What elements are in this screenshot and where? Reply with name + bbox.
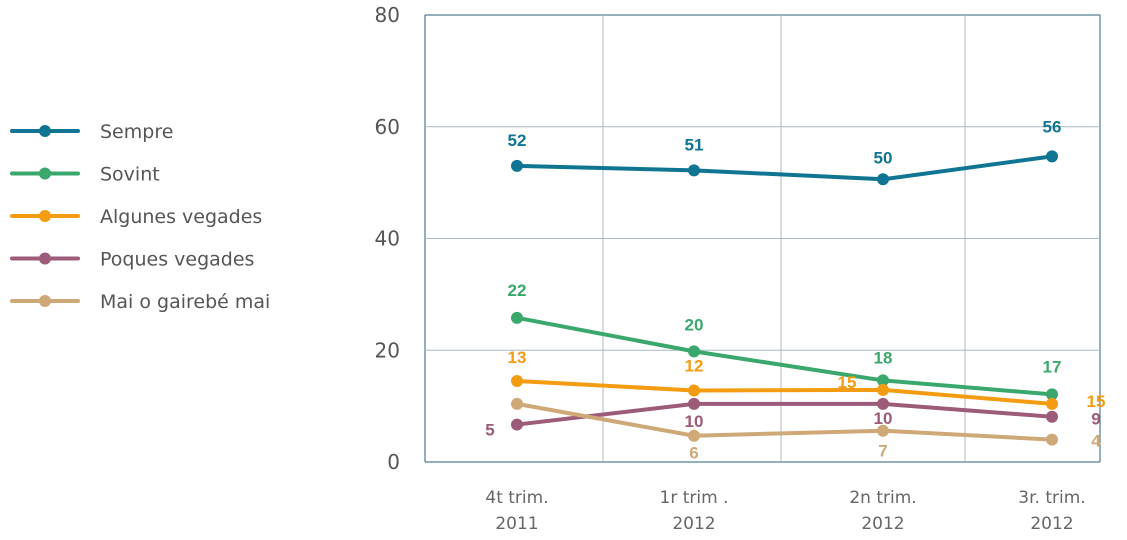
x-tick-label: 2n trim. 2012 [849,488,916,534]
data-label: 56 [1043,117,1062,136]
data-point [877,424,889,437]
data-label: 15 [838,373,857,392]
x-tick-label-line: 3r. trim. [1018,488,1085,508]
legend-label: Sovint [100,164,160,186]
legend-marker [39,125,51,137]
x-tick-label-line: 1r trim . [660,488,729,508]
y-axis: 0 20 40 60 80 [375,3,400,474]
y-tick-label: 20 [375,338,400,362]
legend-item: Mai o gairebé mai [10,291,270,313]
data-label: 7 [878,442,887,461]
x-tick-label: 3r. trim. 2012 [1018,488,1085,534]
x-tick-label-line: 2012 [1030,514,1073,534]
legend-marker [39,252,51,265]
legend-item: Poques vegades [10,249,254,271]
data-label: 50 [874,148,893,167]
legend-label: Sempre [100,121,173,143]
data-point [1046,410,1058,423]
data-point [877,383,889,396]
x-tick-label-line: 2012 [861,514,904,534]
series-line [515,378,1054,406]
data-point [511,418,523,431]
data-label: 6 [689,444,698,463]
data-labels: 52 51 50 56 22 20 18 17 13 12 15 15 5 10 10 9 6 7 4 [485,117,1105,462]
data-point [1046,150,1058,163]
series-line [515,401,1054,442]
data-point [688,397,700,410]
x-tick-label-line: 2n trim. [849,488,916,508]
data-point [1046,397,1058,410]
y-tick-label: 80 [375,3,400,27]
legend-marker [39,295,51,307]
y-tick-label: 60 [375,115,400,139]
data-label: 18 [874,348,893,367]
legend-item: Sempre [10,121,173,143]
legend-label: Algunes vegades [100,206,262,228]
legend-label: Poques vegades [100,249,254,271]
data-point [877,374,889,387]
data-point [877,397,889,410]
series-line [515,401,1054,427]
data-label: 10 [874,409,893,428]
data-point [877,173,889,186]
data-point [1046,388,1058,401]
x-tick-label-line: 4t trim. [485,488,548,508]
y-tick-label: 0 [387,450,400,474]
series-layer [511,150,1058,446]
x-tick-label: 4t trim. 2011 [485,488,548,534]
data-label: 13 [508,348,527,367]
legend-marker [39,210,51,222]
series-line [515,154,1054,182]
data-point [1046,433,1058,446]
data-point [688,429,700,442]
y-tick-label: 40 [375,227,400,251]
data-label: 4 [1091,432,1101,451]
x-tick-label: 1r trim . 2012 [660,488,729,534]
legend-marker [39,167,51,180]
legend: Sempre Sovint Algunes vegades Poques vegade… [10,121,270,313]
data-label: 20 [685,315,704,334]
data-label: 10 [685,412,704,431]
data-point [688,345,700,358]
data-point [511,397,523,410]
data-label: 52 [508,131,527,150]
legend-label: Mai o gairebé mai [100,291,270,313]
data-point [511,374,523,387]
data-label: 22 [508,281,527,300]
gridlines [425,15,1100,463]
data-point [688,384,700,397]
data-point [511,159,523,172]
legend-item: Algunes vegades [10,206,262,228]
data-point [511,311,523,324]
data-label: 5 [485,421,494,440]
data-label: 12 [685,356,704,375]
data-label: 9 [1091,410,1100,429]
x-tick-label-line: 2011 [495,514,538,534]
x-tick-label-line: 2012 [672,514,715,534]
data-point [688,164,700,177]
data-label: 15 [1087,392,1106,411]
data-label: 17 [1043,357,1062,376]
data-label: 51 [685,135,704,154]
series-line [515,315,1054,397]
legend-item: Sovint [10,164,160,186]
